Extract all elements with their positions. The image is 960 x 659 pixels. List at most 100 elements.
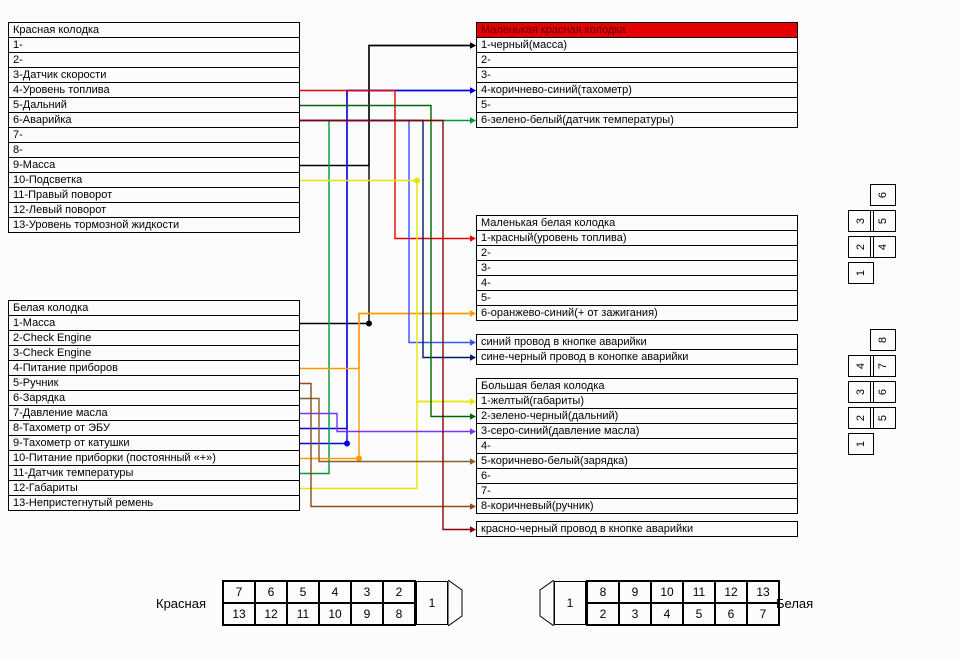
pinout-white-pin: 11: [683, 581, 715, 603]
block-red-connector-row: 7-: [9, 128, 299, 143]
block-red-connector-header: Красная колодка: [9, 23, 299, 38]
block-big-white-row: 6-: [477, 469, 797, 484]
pinout-white-pin: 10: [651, 581, 683, 603]
pinout-white-pin: 7: [747, 603, 779, 625]
block-hazard-wires-row: синий провод в кнопке аварийки: [477, 335, 797, 350]
pinout-white-pin: 8: [587, 581, 619, 603]
pinout-white-pin: 13: [747, 581, 779, 603]
block-small-red-row: 5-: [477, 98, 797, 113]
block-small-white-row: 5-: [477, 291, 797, 306]
block-white-connector-header: Белая колодка: [9, 301, 299, 316]
mini-grid-1-cell: [870, 262, 896, 284]
block-white-connector-row: 3-Check Engine: [9, 346, 299, 361]
block-small-red-row: 4-коричнево-синий(тахометр): [477, 83, 797, 98]
pinout-white-pin: 12: [715, 581, 747, 603]
block-big-white: Большая белая колодка1-желтый(габариты)2…: [476, 378, 798, 514]
block-small-white-header: Маленькая белая колодка: [477, 216, 797, 231]
block-white-connector-row: 4-Питание приборов: [9, 361, 299, 376]
mini-grid-1-cell: 5: [870, 210, 896, 232]
block-small-red-row: 6-зелено-белый(датчик температуры): [477, 113, 797, 127]
block-red-connector-row: 11-Правый поворот: [9, 188, 299, 203]
block-small-white-row: 2-: [477, 246, 797, 261]
pinout-red-pin: 9: [351, 603, 383, 625]
pinout-red-pin: 4: [319, 581, 351, 603]
block-small-white-row: 4-: [477, 276, 797, 291]
pinout-white-pin: 9: [619, 581, 651, 603]
mini-grid-2-cell: 8: [870, 329, 896, 351]
block-white-connector-row: 11-Датчик температуры: [9, 466, 299, 481]
block-white-connector-row: 2-Check Engine: [9, 331, 299, 346]
block-big-white-row: 3-серо-синий(давление масла): [477, 424, 797, 439]
block-white-connector-row: 8-Тахометр от ЭБУ: [9, 421, 299, 436]
pinout-white-label: Белая: [776, 596, 813, 611]
block-big-white-row: 1-желтый(габариты): [477, 394, 797, 409]
block-big-white-row: 8-коричневый(ручник): [477, 499, 797, 513]
pinout-red-pin: 7: [223, 581, 255, 603]
pinout-red-pin: 6: [255, 581, 287, 603]
block-red-connector-row: 4-Уровень топлива: [9, 83, 299, 98]
block-hazard-wire-2: красно-черный провод в кнопке аварийки: [476, 521, 798, 537]
pinout-red-pin: 12: [255, 603, 287, 625]
block-small-white-row: 6-оранжево-синий(+ от зажигания): [477, 306, 797, 320]
block-red-connector-row: 3-Датчик скорости: [9, 68, 299, 83]
block-red-connector-row: 10-Подсветка: [9, 173, 299, 188]
block-red-connector-row: 5-Дальний: [9, 98, 299, 113]
block-small-white-row: 3-: [477, 261, 797, 276]
block-red-connector: Красная колодка1-2-3-Датчик скорости4-Ур…: [8, 22, 300, 233]
block-small-red-header: Маленькая красная колодка: [477, 23, 797, 38]
block-red-connector-row: 13-Уровень тормозной жидкости: [9, 218, 299, 232]
block-small-red-row: 2-: [477, 53, 797, 68]
pinout-red-pin: 8: [383, 603, 415, 625]
block-red-connector-row: 8-: [9, 143, 299, 158]
block-big-white-row: 5-коричнево-белый(зарядка): [477, 454, 797, 469]
block-white-connector-row: 6-Зарядка: [9, 391, 299, 406]
mini-grid-1: 321654: [850, 182, 894, 286]
block-hazard-wires: синий провод в кнопке аварийкисине-черны…: [476, 334, 798, 365]
block-white-connector-row: 12-Габариты: [9, 481, 299, 496]
mini-grid-2: 43218765: [850, 327, 894, 457]
mini-grid-1-cell: 6: [870, 184, 896, 206]
block-white-connector-row: 10-Питание приборки (постоянный «+»): [9, 451, 299, 466]
block-hazard-wires-row: сине-черный провод в конопке аварийки: [477, 350, 797, 364]
mini-grid-1-cell: 4: [870, 236, 896, 258]
pinout-white: 18910111213234567: [538, 580, 780, 629]
block-big-white-row: 7-: [477, 484, 797, 499]
mini-grid-2-cell: 7: [870, 355, 896, 377]
block-big-white-header: Большая белая колодка: [477, 379, 797, 394]
pinout-red-pin: 5: [287, 581, 319, 603]
block-small-white-row: 1-красный(уровень топлива): [477, 231, 797, 246]
block-red-connector-row: 1-: [9, 38, 299, 53]
mini-grid-2-cell: 6: [870, 381, 896, 403]
pinout-red-label: Красная: [156, 596, 206, 611]
mini-grid-2-cell: [870, 433, 896, 455]
pinout-white-pin: 2: [587, 603, 619, 625]
block-big-white-row: 4-: [477, 439, 797, 454]
block-red-connector-row: 9-Масса: [9, 158, 299, 173]
block-big-white-row: 2-зелено-черный(дальний): [477, 409, 797, 424]
pinout-white-pin: 3: [619, 603, 651, 625]
pinout-white-pin: 5: [683, 603, 715, 625]
pinout-red-pin: 13: [223, 603, 255, 625]
pinout-white-pin-side: 1: [554, 581, 586, 625]
block-small-red: Маленькая красная колодка1-черный(масса)…: [476, 22, 798, 128]
block-red-connector-row: 6-Аварийка: [9, 113, 299, 128]
pinout-white-pin: 6: [715, 603, 747, 625]
block-small-red-row: 1-черный(масса): [477, 38, 797, 53]
block-red-connector-row: 2-: [9, 53, 299, 68]
block-white-connector-row: 9-Тахометр от катушки: [9, 436, 299, 451]
block-red-connector-row: 12-Левый поворот: [9, 203, 299, 218]
block-white-connector-row: 1-Масса: [9, 316, 299, 331]
pinout-red-pin-side: 1: [416, 581, 448, 625]
block-small-white: Маленькая белая колодка1-красный(уровень…: [476, 215, 798, 321]
pinout-red-pin: 2: [383, 581, 415, 603]
block-white-connector-row: 13-Непристегнутый ремень: [9, 496, 299, 510]
block-white-connector: Белая колодка1-Масса2-Check Engine3-Chec…: [8, 300, 300, 511]
pinout-red-pin: 11: [287, 603, 319, 625]
pinout-red-pin: 10: [319, 603, 351, 625]
block-white-connector-row: 7-Давление масла: [9, 406, 299, 421]
block-hazard-wire-2-row: красно-черный провод в кнопке аварийки: [477, 522, 797, 536]
mini-grid-2-cell: 5: [870, 407, 896, 429]
block-small-red-row: 3-: [477, 68, 797, 83]
pinout-red: 76543213121110981: [222, 580, 464, 626]
block-white-connector-row: 5-Ручник: [9, 376, 299, 391]
